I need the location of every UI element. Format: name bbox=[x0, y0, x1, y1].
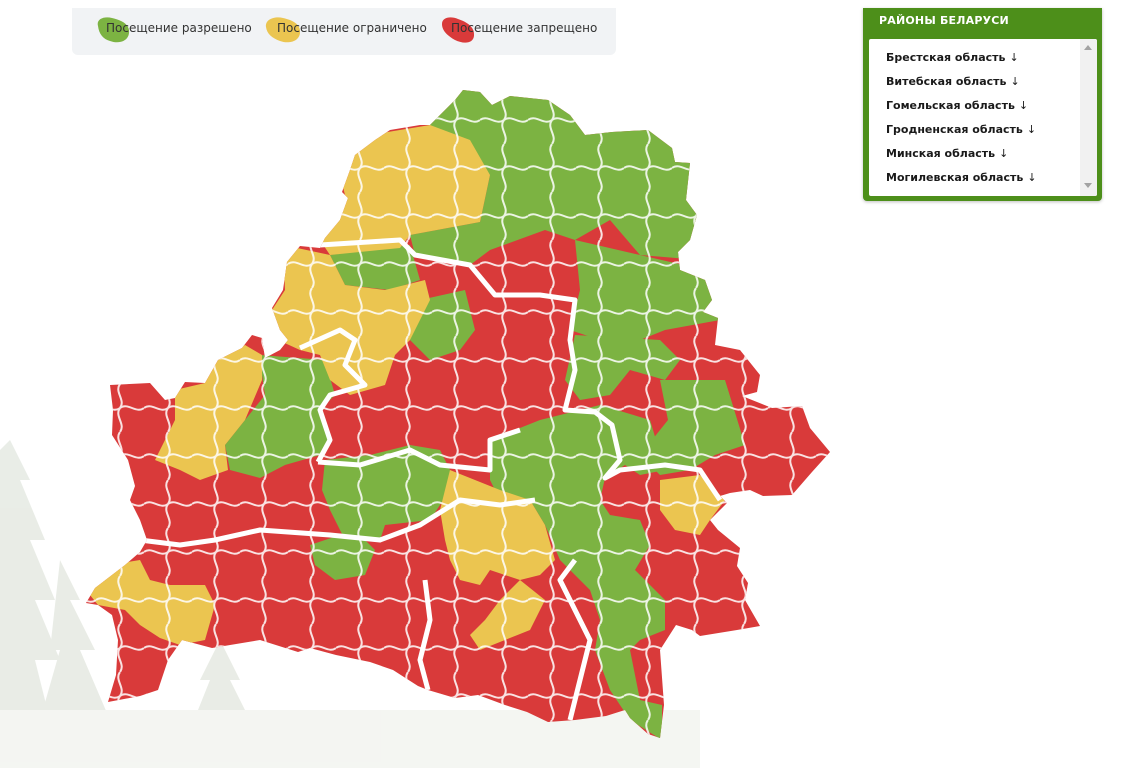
region-item-mogilev[interactable]: Могилевская область ↓ bbox=[886, 171, 1037, 184]
map-legend: Посещение разрешено Посещение ограничено… bbox=[72, 8, 616, 55]
region-item-grodno[interactable]: Гродненская область ↓ bbox=[886, 123, 1036, 136]
legend-limited-label: Посещение ограничено bbox=[277, 21, 427, 35]
region-label: Минская область bbox=[886, 147, 996, 160]
region-label: Гомельская область bbox=[886, 99, 1015, 112]
regions-panel: РАЙОНЫ БЕЛАРУСИ Брестская область ↓ Витеб… bbox=[863, 8, 1102, 201]
arrow-down-icon: ↓ bbox=[1027, 171, 1037, 184]
arrow-down-icon: ↓ bbox=[999, 147, 1009, 160]
region-label: Брестская область bbox=[886, 51, 1006, 64]
scroll-up-arrow-icon[interactable] bbox=[1084, 45, 1092, 50]
panel-title: РАЙОНЫ БЕЛАРУСИ bbox=[879, 14, 1009, 27]
legend-allowed[interactable]: Посещение разрешено bbox=[94, 14, 252, 43]
region-label: Могилевская область bbox=[886, 171, 1024, 184]
legend-limited[interactable]: Посещение ограничено bbox=[263, 14, 427, 43]
region-item-brest[interactable]: Брестская область ↓ bbox=[886, 51, 1019, 64]
region-label: Витебская область bbox=[886, 75, 1007, 88]
arrow-down-icon: ↓ bbox=[1018, 99, 1029, 112]
legend-banned[interactable]: Посещение запрещено bbox=[439, 14, 598, 43]
scroll-down-arrow-icon[interactable] bbox=[1084, 183, 1092, 188]
limited-blob-icon bbox=[265, 17, 301, 43]
region-item-vitebsk[interactable]: Витебская область ↓ bbox=[886, 75, 1020, 88]
legend-banned-label: Посещение запрещено bbox=[451, 21, 598, 35]
region-item-minsk[interactable]: Минская область ↓ bbox=[886, 147, 1008, 160]
region-boundaries bbox=[139, 237, 723, 721]
region-item-gomel[interactable]: Гомельская область ↓ bbox=[886, 99, 1028, 112]
banned-blob-icon bbox=[442, 17, 475, 43]
allowed-blob-icon bbox=[97, 17, 130, 43]
regions-list[interactable]: Брестская область ↓ Витебская область ↓ Го… bbox=[869, 39, 1097, 196]
list-scrollbar[interactable] bbox=[1080, 39, 1097, 196]
arrow-down-icon: ↓ bbox=[1009, 51, 1019, 64]
legend-allowed-label: Посещение разрешено bbox=[106, 21, 252, 35]
arrow-down-icon: ↓ bbox=[1010, 75, 1020, 88]
arrow-down-icon: ↓ bbox=[1026, 123, 1037, 136]
region-label: Гродненская область bbox=[886, 123, 1023, 136]
